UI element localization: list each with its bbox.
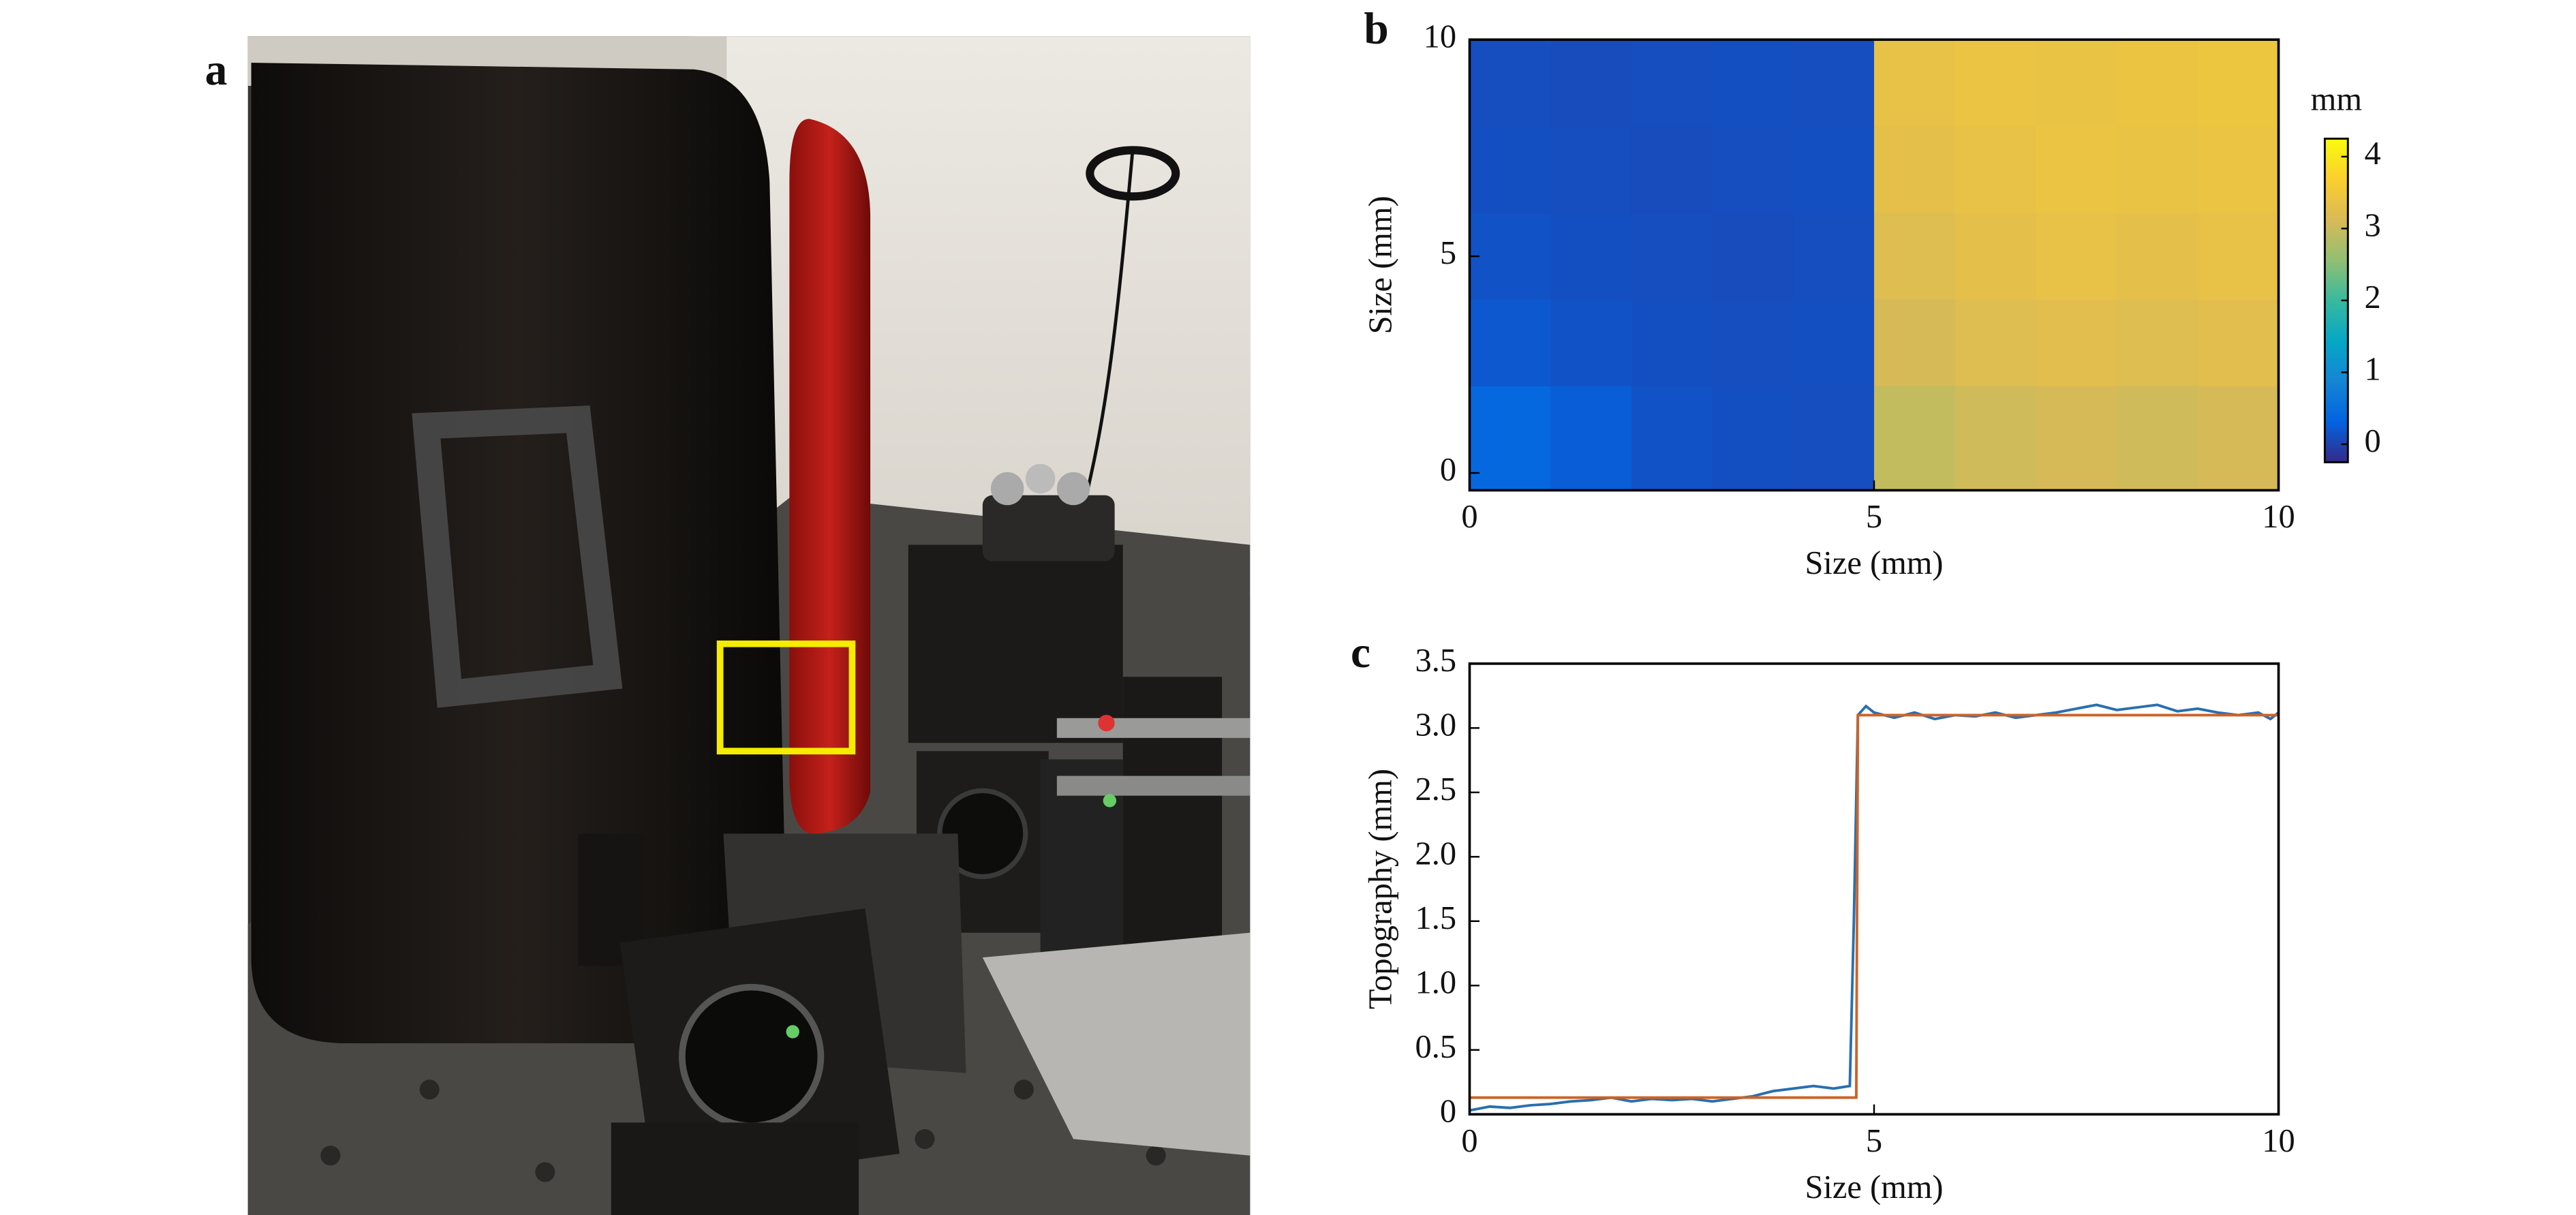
heatmap-cell	[1793, 386, 1875, 491]
heatmap-cell	[2197, 386, 2280, 491]
heatmap-cell	[2117, 299, 2199, 388]
x-axis-label: Size (mm)	[1805, 1169, 1943, 1205]
heatmap-cell	[1954, 40, 2037, 127]
heatmap-cell	[1469, 386, 1552, 491]
heatmap-cell	[1793, 126, 1875, 214]
heatmap-cell	[1874, 126, 1956, 214]
heatmap-cell	[1631, 126, 1713, 214]
heatmap-cell	[1469, 40, 1552, 127]
x-tick-label: 0	[1461, 499, 1477, 535]
colorbar-tick-label: 3	[2365, 208, 2381, 244]
y-tick-label: 0.5	[1415, 1029, 1457, 1065]
plot-frame	[1468, 38, 2280, 492]
panel-label: a	[205, 46, 228, 95]
y-tick-label: 2.0	[1415, 835, 1457, 872]
panel-label: c	[1351, 628, 1370, 677]
heatmap-cell	[1874, 40, 1956, 127]
heatmap-cell	[1631, 386, 1713, 491]
y-tick-label: 3.5	[1415, 643, 1457, 679]
heatmap-cell	[1469, 213, 1552, 301]
heatmap-cell	[2036, 213, 2118, 301]
heatmap-cell	[1874, 299, 1956, 388]
colorbar-tick-label: 0	[2365, 423, 2381, 459]
heatmap-cell	[2117, 386, 2199, 491]
x-tick-label: 5	[1866, 1123, 1882, 1159]
heatmap-cell	[2036, 299, 2118, 388]
colorbar-label: mm	[2311, 81, 2362, 117]
heatmap-cell	[2117, 126, 2199, 214]
heatmap-cell	[2197, 213, 2280, 301]
heatmap-cell	[2036, 40, 2118, 127]
y-tick-label: 3.0	[1415, 707, 1457, 743]
y-axis-label: Size (mm)	[1363, 196, 1399, 334]
plot-frame	[1468, 662, 2280, 1116]
heatmap-cell	[1550, 40, 1633, 127]
y-axis-label: Topography (mm)	[1363, 769, 1399, 1009]
y-tick-label: 0	[1440, 1093, 1456, 1129]
y-tick-label: 5	[1440, 235, 1456, 271]
colorbar-tick-label: 4	[2365, 136, 2381, 172]
colorbar-tick-label: 2	[2365, 279, 2381, 316]
data-line	[1469, 703, 2280, 1112]
heatmap-cell	[2197, 40, 2280, 127]
heatmap-cell	[1793, 213, 1875, 301]
heatmap-cell	[2117, 40, 2199, 127]
heatmap-cell	[1631, 299, 1713, 388]
heatmap-cell	[1631, 40, 1713, 127]
heatmap-cell	[1712, 213, 1794, 301]
photo	[247, 36, 1251, 1215]
heatmap-cell	[1954, 386, 2037, 491]
data-line	[1469, 713, 2279, 1099]
heatmap-cell	[1874, 386, 1956, 491]
colorbar-tick-label: 1	[2365, 352, 2381, 388]
heatmap-cell	[2036, 386, 2118, 491]
y-tick-label: 0	[1440, 452, 1456, 488]
heatmap-cell	[1874, 213, 1956, 301]
heatmap-cell	[1469, 126, 1552, 214]
heatmap-cell	[1469, 299, 1552, 388]
heatmap-cell	[1550, 386, 1633, 491]
heatmap-cell	[1550, 126, 1633, 214]
x-axis-label: Size (mm)	[1805, 545, 1943, 581]
heatmap-cell	[1954, 299, 2037, 388]
heatmap-cell	[2117, 213, 2199, 301]
heatmap-cell	[1954, 126, 2037, 214]
y-tick-label: 1.0	[1415, 964, 1457, 1000]
y-tick-label: 10	[1424, 18, 1456, 55]
x-tick-label: 10	[2262, 1123, 2295, 1159]
x-tick-label: 10	[2262, 499, 2295, 535]
heatmap-cell	[2197, 126, 2280, 214]
heatmap-cell	[1793, 40, 1875, 127]
heatmap-cell	[1712, 299, 1794, 388]
x-tick-label: 0	[1461, 1123, 1477, 1159]
heatmap-cell	[2197, 299, 2280, 388]
heatmap-cell	[1712, 386, 1794, 491]
y-tick-label: 1.5	[1415, 900, 1457, 936]
heatmap-cell	[1712, 40, 1794, 127]
heatmap-cell	[2036, 126, 2118, 214]
heatmap-cell	[1712, 126, 1794, 214]
heatmap-cell	[1793, 299, 1875, 388]
heatmap-cell	[1550, 213, 1633, 301]
heatmap-cell	[1631, 213, 1713, 301]
x-tick-label: 5	[1866, 499, 1882, 535]
heatmap-cell	[1954, 213, 2037, 301]
heatmap-cell	[1550, 299, 1633, 388]
y-tick-label: 2.5	[1415, 771, 1457, 808]
panel-label: b	[1364, 4, 1388, 53]
